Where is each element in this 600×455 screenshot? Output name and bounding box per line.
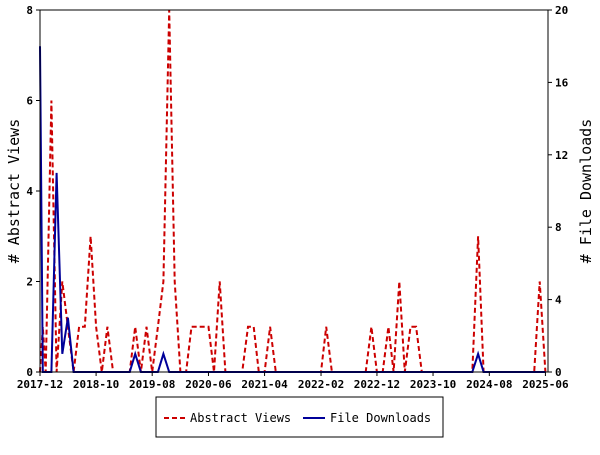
x-tick-label: 2021-04 — [241, 378, 288, 391]
left-tick-label: 0 — [26, 366, 33, 379]
legend: Abstract Views File Downloads — [155, 396, 444, 438]
x-tick-label: 2017-12 — [17, 378, 63, 391]
axis-layer: 0 2 4 6 8 0 4 8 12 16 20 2017-12 2018-10 2019-08 2020-… — [17, 4, 569, 391]
right-tick-label: 8 — [555, 221, 562, 234]
left-tick-label: 8 — [26, 4, 33, 17]
legend-label-file-downloads: File Downloads — [330, 411, 431, 425]
right-tick-label: 4 — [555, 294, 562, 307]
x-tick-label: 2022-02 — [298, 378, 344, 391]
x-tick-label: 2019-08 — [129, 378, 175, 391]
right-axis-title: # File Downloads — [577, 119, 595, 264]
left-tick-label: 2 — [26, 276, 33, 289]
left-tick-label: 6 — [26, 95, 33, 108]
right-tick-label: 16 — [555, 76, 569, 89]
x-tick-label: 2024-08 — [466, 378, 512, 391]
x-tick-label: 2025-06 — [522, 378, 569, 391]
x-tick-label: 2023-10 — [410, 378, 456, 391]
x-tick-label: 2018-10 — [73, 378, 119, 391]
legend-box — [155, 396, 444, 438]
left-tick-label: 4 — [26, 185, 33, 198]
right-tick-label: 20 — [555, 4, 568, 17]
x-tick-label: 2020-06 — [185, 378, 232, 391]
right-tick-label: 12 — [555, 149, 568, 162]
x-tick-label: 2022-12 — [354, 378, 400, 391]
left-axis-title: # Abstract Views — [5, 119, 23, 264]
legend-label-abstract-views: Abstract Views — [190, 411, 291, 425]
right-tick-label: 0 — [555, 366, 562, 379]
